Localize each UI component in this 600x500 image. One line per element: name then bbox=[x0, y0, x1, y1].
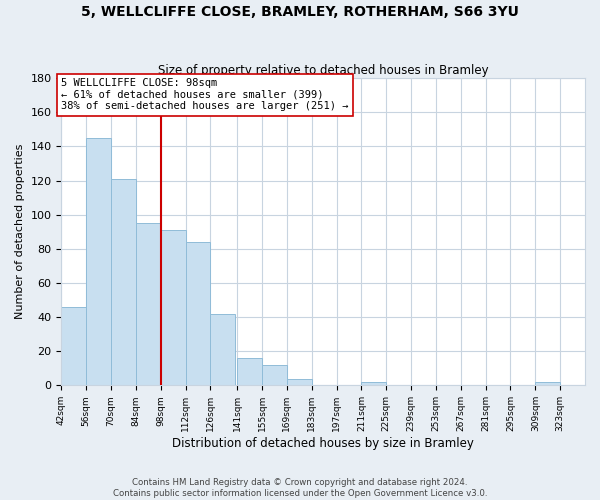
Bar bbox=[185, 242, 211, 386]
Bar bbox=[211, 314, 235, 386]
Bar bbox=[111, 179, 136, 386]
Bar bbox=[262, 365, 287, 386]
Text: 5, WELLCLIFFE CLOSE, BRAMLEY, ROTHERHAM, S66 3YU: 5, WELLCLIFFE CLOSE, BRAMLEY, ROTHERHAM,… bbox=[81, 5, 519, 19]
Text: Contains HM Land Registry data © Crown copyright and database right 2024.
Contai: Contains HM Land Registry data © Crown c… bbox=[113, 478, 487, 498]
Title: Size of property relative to detached houses in Bramley: Size of property relative to detached ho… bbox=[158, 64, 488, 77]
Bar bbox=[136, 223, 161, 386]
Text: 5 WELLCLIFFE CLOSE: 98sqm
← 61% of detached houses are smaller (399)
38% of semi: 5 WELLCLIFFE CLOSE: 98sqm ← 61% of detac… bbox=[61, 78, 349, 112]
Bar bbox=[86, 138, 111, 386]
Bar bbox=[361, 382, 386, 386]
Bar bbox=[287, 378, 311, 386]
Bar bbox=[237, 358, 262, 386]
Bar bbox=[161, 230, 185, 386]
Bar bbox=[61, 307, 86, 386]
Bar bbox=[535, 382, 560, 386]
X-axis label: Distribution of detached houses by size in Bramley: Distribution of detached houses by size … bbox=[172, 437, 474, 450]
Y-axis label: Number of detached properties: Number of detached properties bbox=[15, 144, 25, 320]
